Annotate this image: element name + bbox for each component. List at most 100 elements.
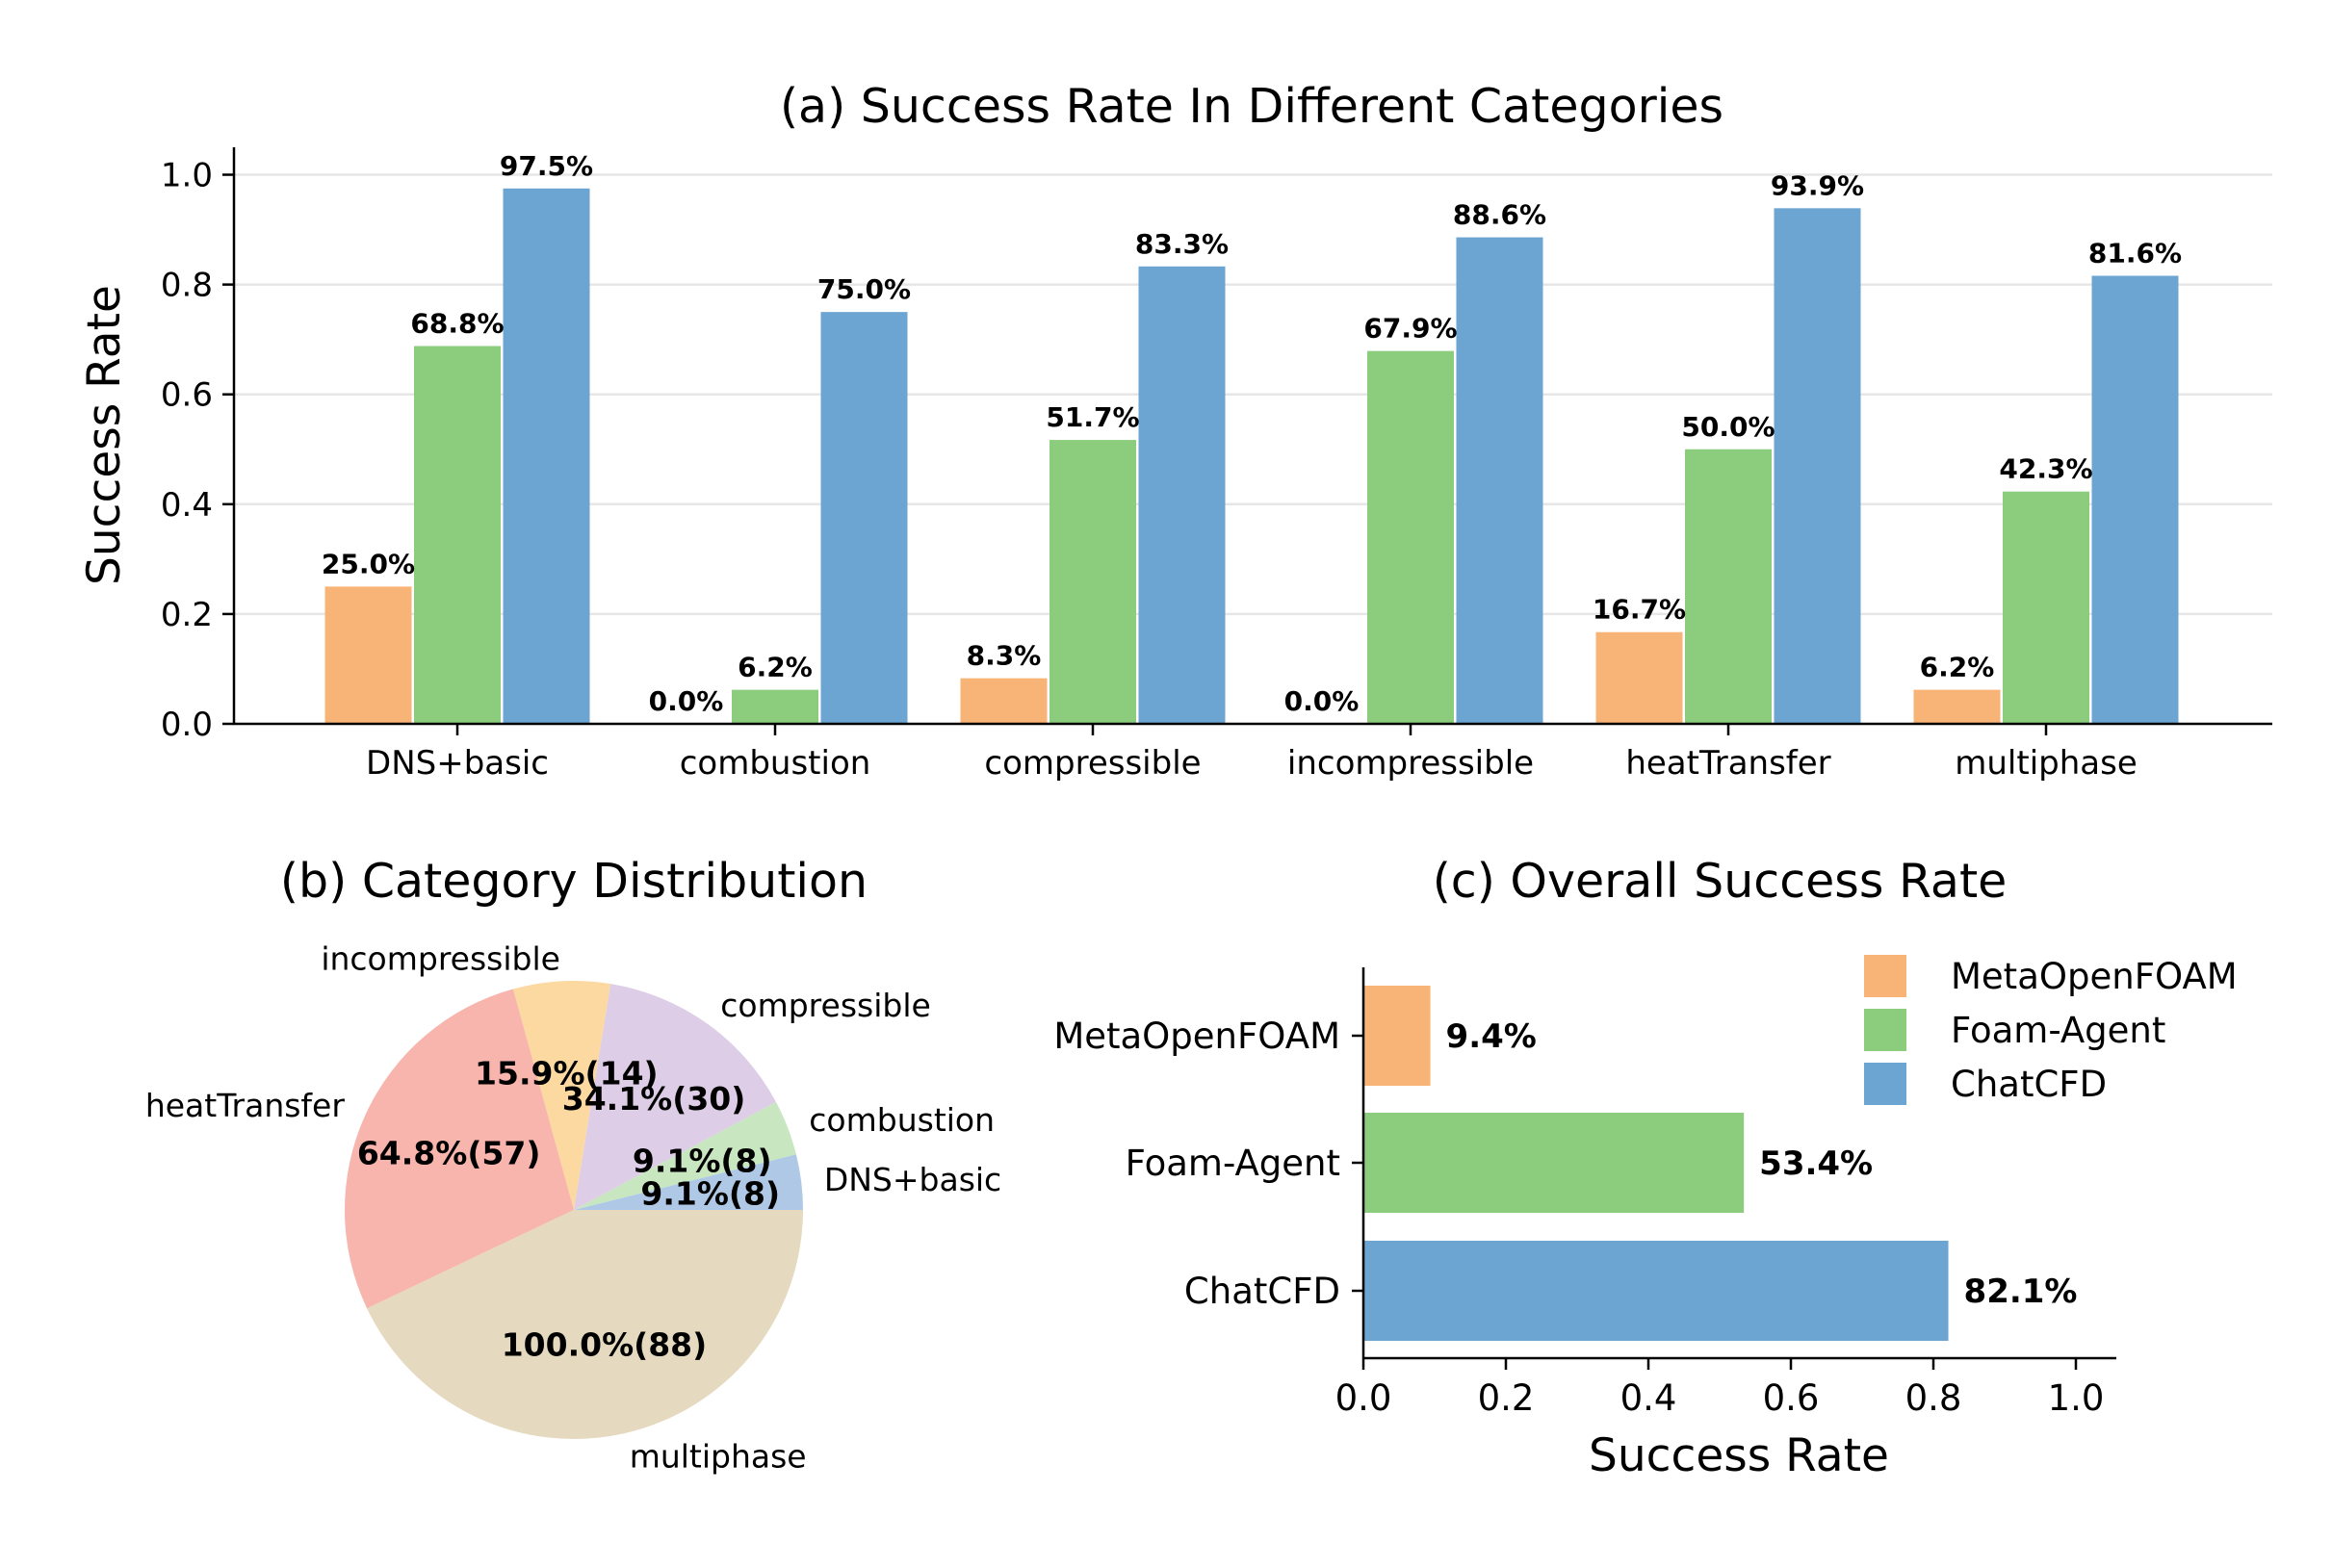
bar-metaopenfoam-heattransfer (1595, 631, 1683, 724)
panel-a-data-label: 97.5% (500, 150, 593, 182)
panel-a-y-axis-label: Success Rate (78, 285, 131, 585)
bar-foam-agent-compressible (1049, 440, 1136, 724)
panel-a-bar-chart: (a) Success Rate In Different Categories… (78, 79, 2272, 783)
panel-c-y-tick-label: ChatCFD (1184, 1271, 1340, 1312)
bar-metaopenfoam-compressible (960, 678, 1048, 724)
panel-a-y-ticks: 0.0 0.2 0.4 0.6 0.8 1.0 (161, 157, 234, 744)
hbar-foam-agent (1363, 1113, 1745, 1213)
panel-a-bars (324, 188, 2179, 725)
hbar-metaopenfoam (1363, 986, 1431, 1086)
panel-a-value-labels: 25.0% 68.8% 97.5% 0.0% 6.2% 75.0% 8.3% 51.7% 83.… (322, 150, 2182, 717)
panel-c-title: (c) Overall Success Rate (1433, 854, 2008, 909)
bar-chatcfd-compressible (1138, 266, 1226, 724)
bar-foam-agent-heattransfer (1685, 449, 1772, 724)
panel-a-y-tick-label: 0.0 (161, 706, 213, 744)
panel-c-x-tick-label: 0.4 (1620, 1377, 1677, 1419)
panel-a-x-tick-label: incompressible (1287, 744, 1534, 783)
panel-c-value-labels: 9.4% 53.4% 82.1% (1446, 1017, 2078, 1311)
pie-slice-label: multiphase (630, 1437, 807, 1475)
panel-c-x-axis-label: Success Rate (1589, 1429, 1889, 1482)
legend: MetaOpenFOAM Foam-Agent ChatCFD (1864, 955, 2238, 1105)
legend-label: ChatCFD (1951, 1064, 2107, 1105)
pie-pct-label: 100.0%(88) (502, 1325, 708, 1363)
pie-slice-combustion (574, 1101, 796, 1210)
bar-chatcfd-multiphase (2091, 275, 2179, 724)
panel-a-data-label: 6.2% (1920, 652, 1995, 683)
panel-a-y-tick-label: 0.4 (161, 486, 213, 525)
panel-a-data-label: 0.0% (649, 685, 724, 717)
panel-c-data-label: 82.1% (1964, 1272, 2078, 1311)
pie-pct-label: 15.9%(14) (475, 1054, 659, 1092)
panel-a-data-label: 25.0% (322, 548, 415, 579)
panel-c-y-tick-label: MetaOpenFOAM (1053, 1015, 1340, 1057)
panel-a-data-label: 16.7% (1593, 594, 1686, 626)
bar-chatcfd-dns+basic (503, 188, 590, 725)
panel-c-x-tick-label: 0.8 (1905, 1377, 1962, 1419)
bar-chatcfd-heattransfer (1774, 208, 1861, 724)
panel-b-pie-chart: (b) Category Distribution DNS+basic 9.1%(… (145, 854, 1001, 1475)
panel-c-hbar-chart: (c) Overall Success Rate 9.4%53.4%82.1% … (1053, 854, 2237, 1482)
legend-swatch-metaopenfoam (1864, 955, 1906, 997)
panel-a-data-label: 83.3% (1135, 228, 1229, 260)
panel-a-title: (a) Success Rate In Different Categories (780, 79, 1723, 134)
panel-c-x-tick-label: 0.6 (1763, 1377, 1820, 1419)
panel-a-data-label: 81.6% (2088, 237, 2182, 269)
panel-a-y-tick-label: 0.6 (161, 376, 213, 415)
bar-foam-agent-multiphase (2003, 491, 2089, 724)
panel-a-y-tick-label: 0.2 (161, 596, 213, 634)
panel-a-y-tick-label: 1.0 (161, 157, 213, 195)
panel-c-bars (1363, 986, 1949, 1341)
hbar-chatcfd (1363, 1241, 1949, 1341)
bar-foam-agent-dns+basic (414, 346, 501, 724)
panel-a-x-tick-label: heatTransfer (1625, 744, 1830, 783)
panel-c-data-label: 53.4% (1759, 1144, 1873, 1183)
legend-swatch-foam-agent (1864, 1009, 1906, 1051)
pie-slice-label: combustion (809, 1101, 995, 1139)
pie-slice-label: heatTransfer (145, 1087, 346, 1124)
pie-slice-label: compressible (720, 987, 931, 1024)
panel-c-x-tick-label: 0.0 (1335, 1377, 1392, 1419)
panel-b-title: (b) Category Distribution (280, 854, 868, 909)
pie-pct-label: 64.8%(57) (357, 1135, 541, 1172)
pie-slice-heattransfer (345, 989, 574, 1309)
pie-pct-label: 34.1%(30) (562, 1080, 746, 1118)
panel-a-data-label: 68.8% (410, 308, 504, 340)
panel-a-data-label: 0.0% (1284, 685, 1360, 717)
panel-a-x-tick-label: combustion (680, 744, 871, 783)
panel-a-x-tick-label: compressible (984, 744, 1201, 783)
bar-foam-agent-incompressible (1367, 350, 1454, 724)
panel-a-data-label: 75.0% (817, 273, 911, 305)
legend-swatch-chatcfd (1864, 1063, 1906, 1105)
panel-a-data-label: 8.3% (967, 640, 1042, 672)
bar-chatcfd-incompressible (1456, 237, 1543, 724)
pie-pct-label: 9.1%(8) (640, 1175, 780, 1213)
panel-a-data-label: 42.3% (1999, 453, 2092, 485)
pie-slice-label: incompressible (321, 940, 560, 978)
pie-slice-incompressible (512, 981, 611, 1210)
panel-a-data-label: 88.6% (1453, 199, 1546, 231)
legend-label: MetaOpenFOAM (1951, 956, 2238, 997)
bar-metaopenfoam-multiphase (1913, 689, 2001, 724)
panel-a-data-label: 50.0% (1681, 411, 1775, 443)
panel-a-x-ticks: DNS+basic combustion compressible incompres… (366, 724, 2138, 783)
panel-b-slices (345, 981, 803, 1440)
pie-slice-compressible (574, 984, 776, 1210)
panel-b-labels: DNS+basic 9.1%(8) combustion 9.1%(8) compres… (145, 940, 1001, 1476)
panel-a-data-label: 67.9% (1363, 313, 1457, 345)
panel-a-y-tick-label: 0.8 (161, 267, 213, 305)
panel-a-data-label: 6.2% (738, 652, 813, 683)
panel-a-x-tick-label: DNS+basic (366, 744, 549, 783)
bar-chatcfd-combustion (820, 312, 908, 724)
panel-c-data-label: 9.4% (1446, 1017, 1537, 1056)
panel-a-data-label: 93.9% (1771, 169, 1864, 201)
panel-a-x-tick-label: multiphase (1955, 744, 2138, 783)
pie-slice-multiphase (367, 1210, 803, 1440)
legend-label: Foam-Agent (1951, 1010, 2165, 1051)
panel-c-y-tick-label: Foam-Agent (1126, 1143, 1340, 1184)
panel-c-x-ticks: 0.0 0.2 0.4 0.6 0.8 1.0 (1335, 1358, 2104, 1419)
pie-slice-label: DNS+basic (824, 1161, 1001, 1198)
panel-c-y-ticks: MetaOpenFOAM Foam-Agent ChatCFD (1053, 1015, 1363, 1312)
bar-metaopenfoam-dns+basic (324, 586, 412, 724)
pie-slice-dns+basic (574, 1154, 803, 1210)
